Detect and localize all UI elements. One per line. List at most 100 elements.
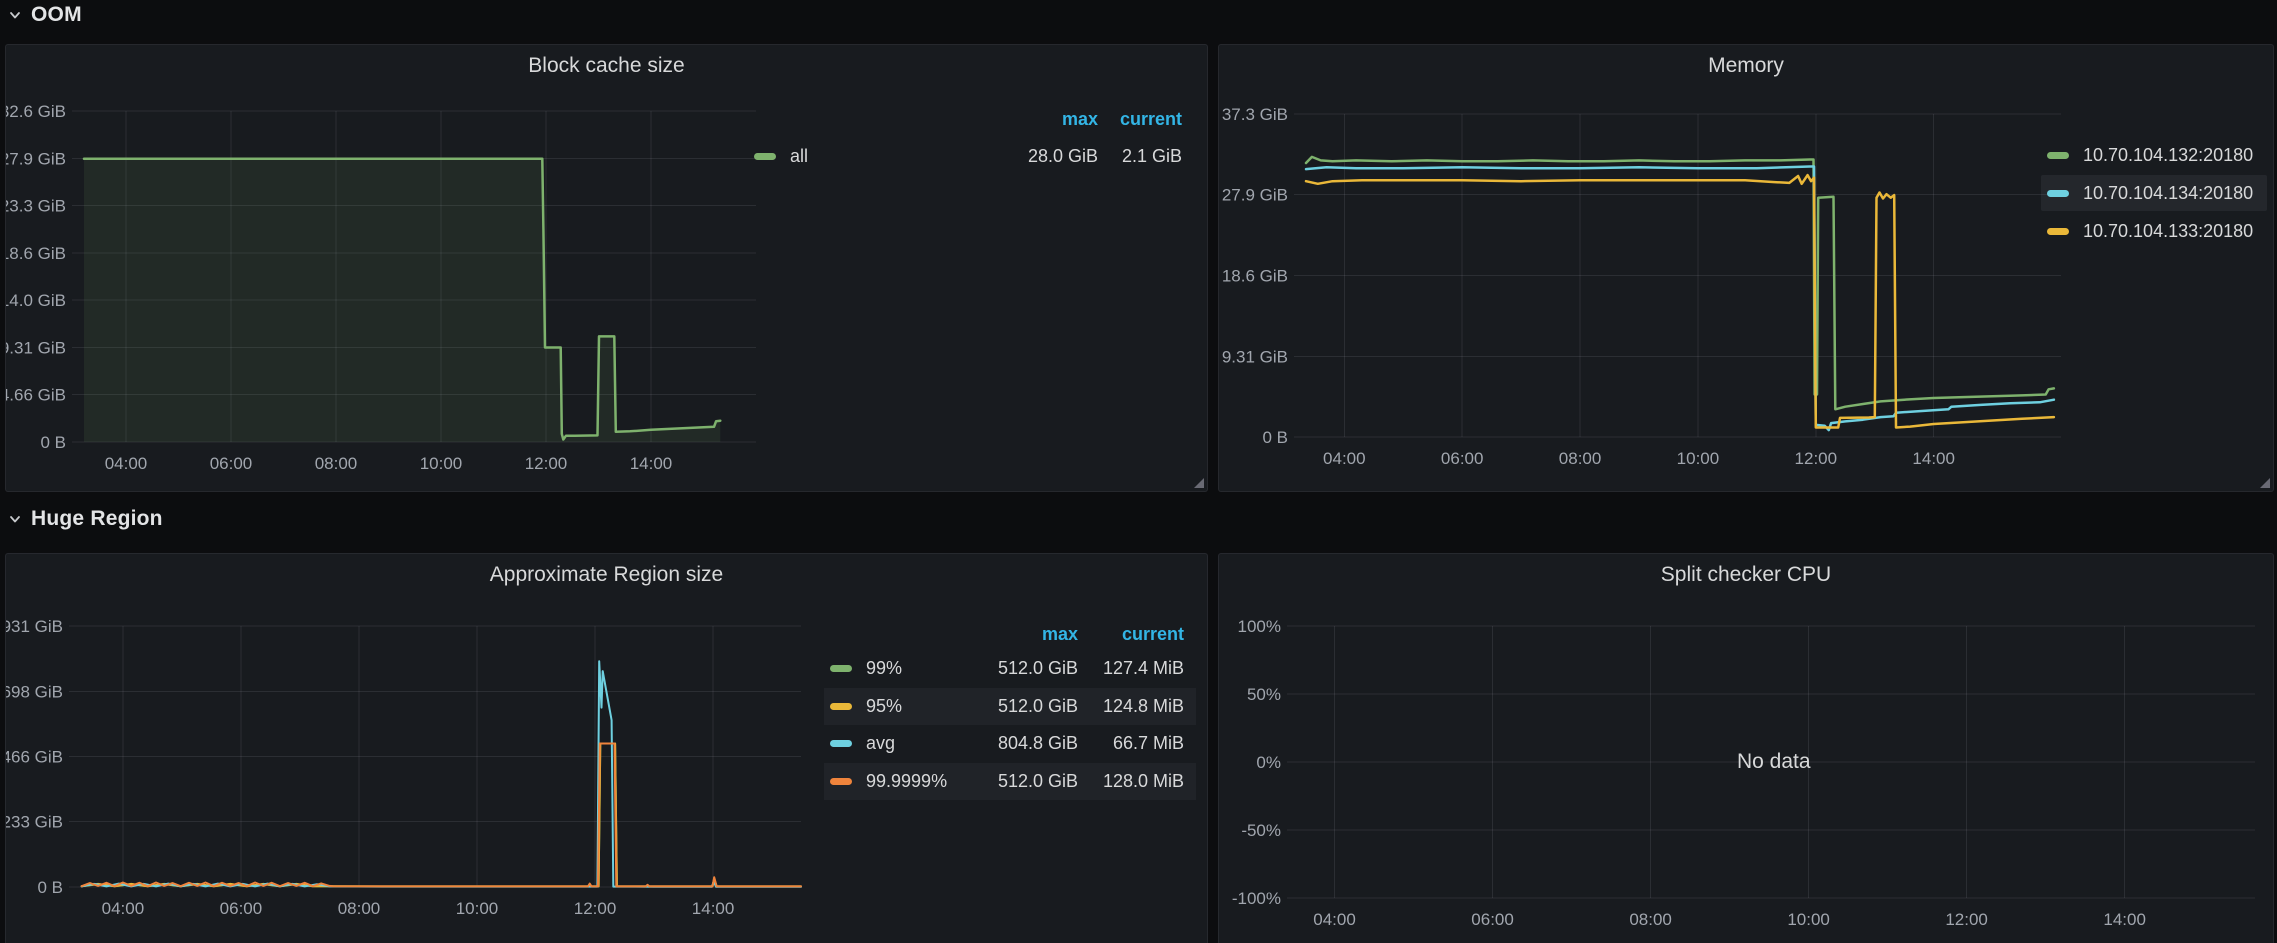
legend-column-header-max[interactable]: max bbox=[1041, 624, 1078, 644]
svg-text:9.31 GiB: 9.31 GiB bbox=[6, 338, 66, 357]
row-header-huge-region[interactable]: Huge Region bbox=[8, 507, 163, 531]
svg-text:04:00: 04:00 bbox=[1313, 910, 1356, 929]
svg-text:08:00: 08:00 bbox=[315, 454, 358, 473]
svg-text:698 GiB: 698 GiB bbox=[6, 682, 63, 701]
svg-text:08:00: 08:00 bbox=[1629, 910, 1672, 929]
svg-text:04:00: 04:00 bbox=[105, 454, 148, 473]
region-size-chart[interactable]: 04:00 06:00 08:00 10:00 12:00 14:00 0 B 233 GiB… bbox=[6, 554, 1207, 943]
legend-max-value: 512.0 GiB bbox=[997, 695, 1078, 716]
series-label[interactable]: 99% bbox=[866, 658, 903, 679]
svg-text:-100%: -100% bbox=[1232, 889, 1281, 908]
svg-text:14:00: 14:00 bbox=[630, 454, 673, 473]
svg-text:931 GiB: 931 GiB bbox=[6, 617, 63, 636]
svg-text:50%: 50% bbox=[1247, 685, 1281, 704]
svg-text:233 GiB: 233 GiB bbox=[6, 813, 63, 832]
panel-memory: Memory 04:00 06:00 08:00 10:00 12:00 14:00 0 B… bbox=[1218, 44, 2274, 492]
svg-text:04:00: 04:00 bbox=[102, 899, 145, 918]
panel-title[interactable]: Memory bbox=[1708, 54, 1784, 77]
svg-text:14:00: 14:00 bbox=[1912, 449, 1955, 468]
svg-text:32.6 GiB: 32.6 GiB bbox=[6, 102, 66, 121]
svg-text:08:00: 08:00 bbox=[1559, 449, 1602, 468]
panel-resize-handle[interactable] bbox=[1194, 478, 1204, 488]
legend-column-header-current[interactable]: current bbox=[1121, 624, 1184, 644]
svg-text:06:00: 06:00 bbox=[210, 454, 253, 473]
svg-text:9.31 GiB: 9.31 GiB bbox=[1222, 347, 1288, 366]
svg-text:06:00: 06:00 bbox=[1441, 449, 1484, 468]
svg-text:18.6 GiB: 18.6 GiB bbox=[1222, 266, 1288, 285]
svg-text:27.9 GiB: 27.9 GiB bbox=[1222, 186, 1288, 205]
legend-row-95%: 95% 512.0 GiB 124.8 MiB bbox=[824, 687, 1196, 725]
legend-row-10.70.104.133:20180: 10.70.104.133:20180 bbox=[2041, 213, 2267, 249]
split-checker-chart[interactable]: 04:00 06:00 08:00 10:00 12:00 14:00 -100% -50% 0… bbox=[1219, 554, 2273, 943]
series-label[interactable]: all bbox=[790, 145, 809, 166]
series-label[interactable]: 10.70.104.132:20180 bbox=[2083, 144, 2254, 165]
series-label[interactable]: avg bbox=[866, 733, 896, 754]
panel-title[interactable]: Split checker CPU bbox=[1660, 563, 1832, 586]
series-swatch-icon[interactable] bbox=[754, 152, 776, 160]
svg-text:0%: 0% bbox=[1256, 753, 1281, 772]
legend-current-value: 66.7 MiB bbox=[1112, 733, 1184, 754]
legend-max-value: 804.8 GiB bbox=[997, 733, 1078, 754]
series-label[interactable]: 10.70.104.134:20180 bbox=[2083, 182, 2254, 203]
svg-text:100%: 100% bbox=[1238, 617, 1281, 636]
svg-text:06:00: 06:00 bbox=[220, 899, 263, 918]
svg-text:27.9 GiB: 27.9 GiB bbox=[6, 149, 66, 168]
svg-text:466 GiB: 466 GiB bbox=[6, 747, 63, 766]
svg-text:0 B: 0 B bbox=[40, 433, 66, 452]
legend-column-header-max[interactable]: max bbox=[1061, 109, 1098, 129]
svg-text:12:00: 12:00 bbox=[525, 454, 568, 473]
svg-text:12:00: 12:00 bbox=[574, 899, 617, 918]
block-cache-chart[interactable]: 04:00 06:00 08:00 10:00 12:00 14:00 0 B 4.66 Gi… bbox=[6, 45, 1207, 491]
svg-text:10:00: 10:00 bbox=[420, 454, 463, 473]
panel-block-cache-size: Block cache size 04:00 06:00 08:00 10:00 12:… bbox=[5, 44, 1208, 492]
svg-text:10:00: 10:00 bbox=[456, 899, 499, 918]
series-swatch-icon[interactable] bbox=[830, 740, 852, 748]
svg-text:10:00: 10:00 bbox=[1787, 910, 1830, 929]
panel-resize-handle[interactable] bbox=[2260, 478, 2270, 488]
row-title: OOM bbox=[31, 3, 82, 26]
legend-row-avg: avg 804.8 GiB 66.7 MiB bbox=[824, 725, 1196, 763]
svg-text:-50%: -50% bbox=[1241, 821, 1281, 840]
series-swatch-icon[interactable] bbox=[830, 665, 852, 673]
svg-text:37.3 GiB: 37.3 GiB bbox=[1222, 105, 1288, 124]
legend-current-value: 2.1 GiB bbox=[1121, 145, 1182, 166]
series-swatch-icon[interactable] bbox=[830, 777, 852, 785]
svg-text:14:00: 14:00 bbox=[692, 899, 735, 918]
legend-row-10.70.104.132:20180: 10.70.104.132:20180 bbox=[2041, 137, 2267, 173]
svg-text:10:00: 10:00 bbox=[1677, 449, 1720, 468]
svg-text:0 B: 0 B bbox=[37, 878, 63, 897]
row-title: Huge Region bbox=[31, 507, 163, 530]
legend-row-10.70.104.134:20180: 10.70.104.134:20180 bbox=[2041, 175, 2267, 211]
legend-max-value: 512.0 GiB bbox=[997, 770, 1078, 791]
svg-text:06:00: 06:00 bbox=[1471, 910, 1514, 929]
svg-text:23.3 GiB: 23.3 GiB bbox=[6, 197, 66, 216]
panel-title[interactable]: Block cache size bbox=[528, 54, 685, 77]
legend-column-header-current[interactable]: current bbox=[1119, 109, 1182, 129]
svg-text:0 B: 0 B bbox=[1262, 428, 1288, 447]
panel-title[interactable]: Approximate Region size bbox=[489, 563, 724, 586]
svg-text:08:00: 08:00 bbox=[338, 899, 381, 918]
memory-chart[interactable]: 04:00 06:00 08:00 10:00 12:00 14:00 0 B 9.31 Gi… bbox=[1219, 45, 2273, 491]
series-swatch-icon[interactable] bbox=[2047, 189, 2069, 197]
svg-text:04:00: 04:00 bbox=[1323, 449, 1366, 468]
legend-row-99.9999%: 99.9999% 512.0 GiB 128.0 MiB bbox=[824, 762, 1196, 800]
legend-row-all: all 28.0 GiB 2.1 GiB bbox=[748, 141, 1189, 171]
series-swatch-icon[interactable] bbox=[830, 702, 852, 710]
svg-text:18.6 GiB: 18.6 GiB bbox=[6, 244, 66, 263]
legend-row-99%: 99% 512.0 GiB 127.4 MiB bbox=[824, 650, 1196, 688]
svg-text:12:00: 12:00 bbox=[1945, 910, 1988, 929]
legend-current-value: 128.0 MiB bbox=[1102, 770, 1184, 791]
chevron-down-icon bbox=[8, 512, 22, 526]
legend-current-value: 127.4 MiB bbox=[1102, 658, 1184, 679]
chevron-down-icon bbox=[8, 8, 22, 22]
no-data-label: No data bbox=[1737, 750, 1811, 773]
series-label[interactable]: 95% bbox=[866, 695, 903, 716]
series-label[interactable]: 10.70.104.133:20180 bbox=[2083, 220, 2254, 241]
row-header-oom[interactable]: OOM bbox=[8, 3, 82, 27]
series-swatch-icon[interactable] bbox=[2047, 227, 2069, 235]
series-swatch-icon[interactable] bbox=[2047, 151, 2069, 159]
svg-text:4.66 GiB: 4.66 GiB bbox=[6, 386, 66, 405]
svg-text:14:00: 14:00 bbox=[2103, 910, 2146, 929]
series-label[interactable]: 99.9999% bbox=[866, 770, 948, 791]
